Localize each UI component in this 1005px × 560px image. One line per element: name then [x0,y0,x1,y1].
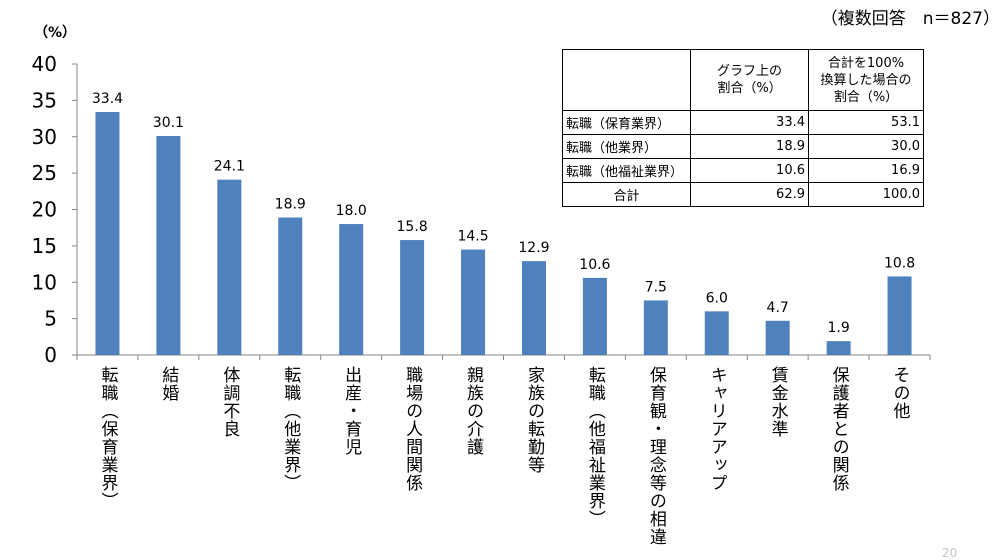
bar-10 [643,300,668,355]
data-label: 10.6 [579,257,610,273]
bar-7 [461,249,486,355]
row-label: 転職（他福祉業界） [562,158,691,183]
category-label: 職場の人間関係 [402,366,423,492]
table-row: 転職（他業界） 18.9 30.0 [562,134,924,159]
category-label: 家族の転勤等 [523,366,544,474]
y-tick-label: 10 [32,270,57,294]
category-label: 転職（他業界） [280,366,301,492]
data-label: 4.7 [767,300,789,316]
data-label: 10.8 [884,255,915,271]
data-label: 18.0 [336,203,367,219]
bar-8 [521,261,546,355]
y-tick-label: 5 [44,307,57,331]
data-label: 1.9 [827,320,849,336]
header-text: 合計を100% [827,55,905,71]
data-label: 14.5 [457,229,488,245]
category-label: 転職（他福祉業界） [584,366,605,528]
y-tick-label: 40 [32,52,57,76]
y-tick-label: 20 [32,198,57,222]
normalized-pct-cell: 53.1 [808,110,924,135]
bar-4 [278,217,303,355]
page-number: 20 [942,546,958,560]
y-tick-label: 35 [32,88,57,112]
data-label: 18.9 [275,197,306,213]
header-text: グラフ上の [716,64,782,79]
bar-11 [704,311,729,355]
data-label: 24.1 [214,159,245,175]
summary-table: グラフ上の 割合（%） 合計を100% 換算した場合の 割合（%） 転職（保育業… [562,49,924,207]
bar-2 [156,136,181,355]
y-axis-unit-label: （%） [34,25,77,41]
table-row: 転職（他福祉業界） 10.6 16.9 [562,158,924,183]
table-header-row: グラフ上の 割合（%） 合計を100% 換算した場合の 割合（%） [562,49,924,111]
row-label: 転職（保育業界） [562,110,691,135]
category-label: その他 [889,366,910,420]
header-graph-pct: グラフ上の 割合（%） [690,49,809,111]
category-label: 親族の介護 [463,366,484,456]
normalized-pct-total: 100.0 [808,182,924,207]
header-text: 換算した場合の [820,72,912,88]
graph-pct-total: 62.9 [690,182,809,207]
table-row: 転職（保育業界） 33.4 53.1 [562,110,924,135]
graph-pct-cell: 10.6 [690,158,809,183]
total-label: 合計 [562,182,691,207]
bar-1 [95,112,120,355]
header-text: 割合（%） [717,81,782,96]
data-label: 6.0 [706,290,728,306]
data-label: 30.1 [153,115,184,131]
bar-14 [887,276,912,355]
response-note: （複数回答 n＝827） [820,9,1000,29]
category-label: 賃金水準 [767,366,788,438]
category-label: 出産・育児 [341,366,362,456]
bar-9 [582,277,607,355]
table-total-row: 合計 62.9 100.0 [562,182,924,207]
y-tick-label: 15 [32,234,57,258]
category-label: 保護者との関係 [828,366,849,492]
header-text: 割合（%） [833,89,899,105]
bar-12 [765,320,790,355]
data-label: 7.5 [645,279,667,295]
bar-13 [826,341,851,355]
header-cell-blank [562,49,691,111]
data-label: 15.8 [397,219,428,235]
graph-pct-cell: 18.9 [690,134,809,159]
y-tick-label: 0 [44,343,57,367]
data-label: 33.4 [92,91,123,107]
data-label: 12.9 [518,240,549,256]
y-tick-label: 25 [32,161,57,185]
header-normalized-pct: 合計を100% 換算した場合の 割合（%） [808,49,924,111]
bar-5 [339,224,364,355]
category-label: 結婚 [158,366,179,402]
graph-pct-cell: 33.4 [690,110,809,135]
row-label: 転職（他業界） [562,134,691,159]
normalized-pct-cell: 30.0 [808,134,924,159]
y-tick-label: 30 [32,125,57,149]
bar-3 [217,179,242,355]
category-label: 転職（保育業界） [97,366,118,510]
normalized-pct-cell: 16.9 [808,158,924,183]
bar-6 [400,240,425,355]
category-label: 体調不良 [219,366,240,438]
category-label: 保育観・理念等の相違 [645,366,666,546]
category-label: キャリアアップ [706,366,727,492]
